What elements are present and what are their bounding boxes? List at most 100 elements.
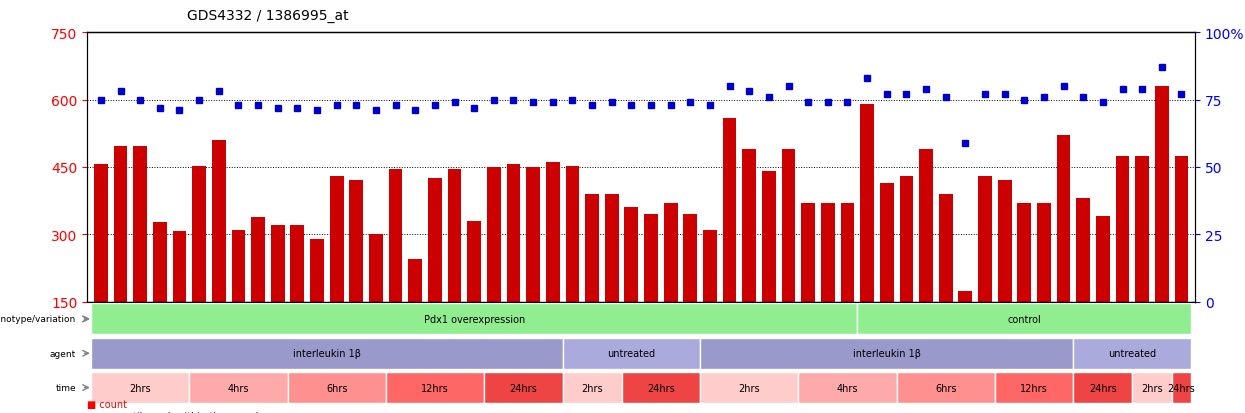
Bar <box>742 150 756 369</box>
Bar <box>251 218 265 369</box>
Text: 2hrs: 2hrs <box>1142 382 1163 393</box>
Bar <box>428 179 442 369</box>
Bar <box>545 163 560 369</box>
Bar <box>290 226 304 369</box>
Text: untreated: untreated <box>1108 349 1157 358</box>
Text: ■ percentile rank within the sample: ■ percentile rank within the sample <box>87 411 264 413</box>
Bar <box>1017 204 1031 369</box>
Bar <box>507 165 520 369</box>
Bar <box>192 166 205 369</box>
Text: genotype/variation: genotype/variation <box>0 315 76 324</box>
Bar <box>979 176 992 369</box>
Text: 4hrs: 4hrs <box>837 382 858 393</box>
FancyBboxPatch shape <box>386 372 484 403</box>
Text: agent: agent <box>50 349 76 358</box>
FancyBboxPatch shape <box>91 372 189 403</box>
Text: time: time <box>56 383 76 392</box>
Text: untreated: untreated <box>608 349 655 358</box>
Bar <box>840 204 854 369</box>
Bar <box>1077 199 1091 369</box>
FancyBboxPatch shape <box>563 372 621 403</box>
Bar <box>133 147 147 369</box>
FancyBboxPatch shape <box>91 338 563 369</box>
FancyBboxPatch shape <box>798 372 896 403</box>
FancyBboxPatch shape <box>563 338 700 369</box>
Bar <box>487 168 500 369</box>
Bar <box>467 221 481 369</box>
Bar <box>722 118 737 369</box>
Text: Pdx1 overexpression: Pdx1 overexpression <box>423 314 525 324</box>
FancyBboxPatch shape <box>189 372 288 403</box>
Bar <box>664 204 677 369</box>
FancyBboxPatch shape <box>484 372 563 403</box>
FancyBboxPatch shape <box>288 372 386 403</box>
Bar <box>527 168 540 369</box>
Bar <box>1096 217 1109 369</box>
Text: interleukin 1β: interleukin 1β <box>293 349 361 358</box>
FancyBboxPatch shape <box>621 372 700 403</box>
Bar <box>644 215 657 369</box>
FancyBboxPatch shape <box>700 338 1073 369</box>
FancyBboxPatch shape <box>91 304 858 335</box>
Bar <box>153 222 167 369</box>
Bar <box>408 259 422 369</box>
FancyBboxPatch shape <box>896 372 995 403</box>
Bar <box>880 183 894 369</box>
FancyBboxPatch shape <box>858 304 1191 335</box>
Bar <box>625 208 639 369</box>
Text: 24hrs: 24hrs <box>1089 382 1117 393</box>
Bar <box>939 195 952 369</box>
Bar <box>585 195 599 369</box>
Text: 6hrs: 6hrs <box>326 382 347 393</box>
Bar <box>271 226 285 369</box>
Text: 12hrs: 12hrs <box>421 382 448 393</box>
Text: 24hrs: 24hrs <box>509 382 537 393</box>
Bar <box>369 235 382 369</box>
Bar <box>820 204 834 369</box>
Bar <box>1155 87 1169 369</box>
Bar <box>330 176 344 369</box>
Bar <box>684 215 697 369</box>
Bar <box>1135 157 1149 369</box>
FancyBboxPatch shape <box>1133 372 1172 403</box>
Bar <box>997 181 1011 369</box>
Text: 4hrs: 4hrs <box>228 382 249 393</box>
Bar <box>959 291 972 369</box>
FancyBboxPatch shape <box>1073 372 1133 403</box>
Text: 6hrs: 6hrs <box>935 382 956 393</box>
Text: 24hrs: 24hrs <box>1168 382 1195 393</box>
Text: 2hrs: 2hrs <box>738 382 759 393</box>
Text: 24hrs: 24hrs <box>647 382 675 393</box>
Text: interleukin 1β: interleukin 1β <box>853 349 921 358</box>
Bar <box>565 166 579 369</box>
Bar <box>782 150 796 369</box>
Bar <box>860 105 874 369</box>
Bar <box>802 204 815 369</box>
Bar <box>350 180 364 369</box>
Bar <box>113 147 127 369</box>
Bar <box>605 195 619 369</box>
Bar <box>703 230 717 369</box>
Bar <box>95 165 108 369</box>
Text: 12hrs: 12hrs <box>1020 382 1048 393</box>
Bar <box>232 230 245 369</box>
Bar <box>900 176 914 369</box>
Text: ■ count: ■ count <box>87 399 127 409</box>
FancyBboxPatch shape <box>1172 372 1191 403</box>
Bar <box>919 150 933 369</box>
Bar <box>310 239 324 369</box>
FancyBboxPatch shape <box>1073 338 1191 369</box>
FancyBboxPatch shape <box>700 372 798 403</box>
Text: control: control <box>1007 314 1041 324</box>
Text: GDS4332 / 1386995_at: GDS4332 / 1386995_at <box>187 9 349 22</box>
Bar <box>1116 157 1129 369</box>
Text: 2hrs: 2hrs <box>581 382 603 393</box>
Bar <box>762 172 776 369</box>
Bar <box>1057 136 1071 369</box>
Bar <box>448 170 462 369</box>
Bar <box>173 232 187 369</box>
Bar <box>1037 204 1051 369</box>
Bar <box>212 141 225 369</box>
Bar <box>388 170 402 369</box>
Bar <box>1174 157 1188 369</box>
